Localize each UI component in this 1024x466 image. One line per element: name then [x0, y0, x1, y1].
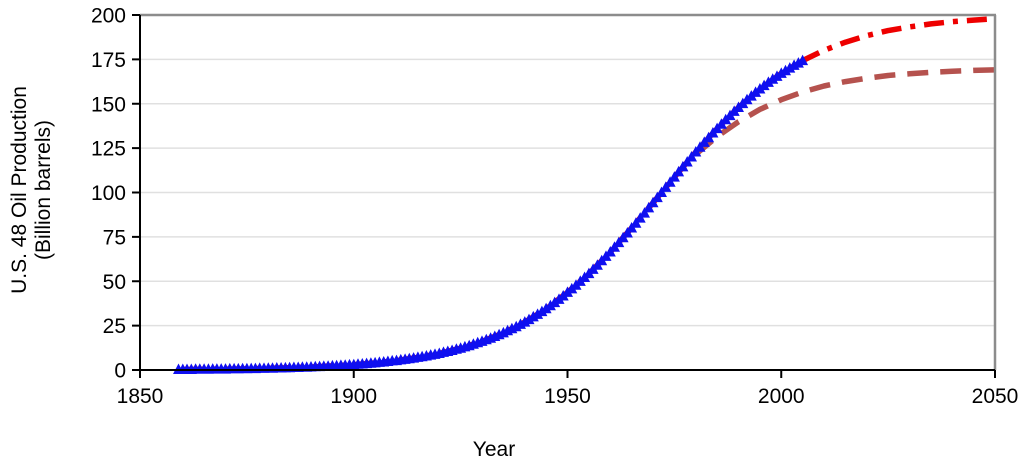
x-tick-label: 1950: [544, 385, 591, 408]
y-tick-label: 150: [91, 93, 126, 116]
y-tick-label: 200: [91, 5, 126, 28]
tick-labels: 0 25 50 75 100 125 150 175 200 1850 1900 1950 2000 20…: [91, 5, 1018, 409]
y-axis-title-line2: (Billion barrels): [32, 120, 55, 260]
gridlines: [140, 58, 995, 327]
y-tick-label: 125: [91, 138, 126, 161]
x-tick-label: 1850: [117, 385, 164, 408]
data-series: [173, 15, 996, 374]
y-tick-label: 100: [91, 182, 126, 205]
x-tick-label: 2050: [972, 385, 1019, 408]
x-axis-title: Year: [473, 438, 515, 461]
y-tick-label: 75: [103, 226, 126, 249]
x-tick-label: 2000: [758, 385, 805, 408]
y-axis-title-line1: U.S. 48 Oil Production: [8, 86, 31, 294]
y-tick-label: 25: [103, 315, 126, 338]
x-tick-label: 1900: [330, 385, 377, 408]
axes: [132, 13, 997, 378]
y-tick-label: 175: [91, 49, 126, 72]
projection-high-line: [182, 15, 996, 373]
projection-low-line: [694, 67, 996, 157]
y-tick-label: 0: [114, 360, 126, 383]
y-tick-label: 50: [103, 271, 126, 294]
